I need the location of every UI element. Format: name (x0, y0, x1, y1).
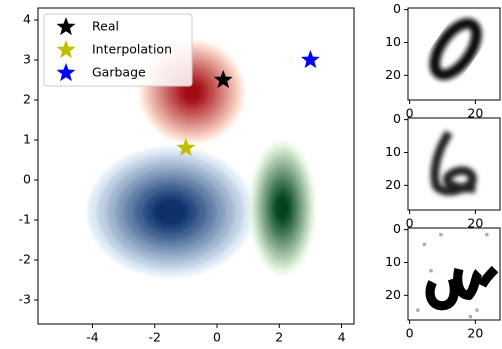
legend-label: Garbage (92, 65, 146, 80)
y-tick-label: -3 (19, 292, 31, 307)
image-background (408, 8, 500, 100)
y-tick-label: 2 (23, 92, 31, 107)
noise-pixel (475, 309, 478, 312)
x-tick-label: 2 (275, 330, 283, 345)
star-marker (301, 50, 320, 68)
figure: -4 -2 0 2 4 -3 -2 -1 0 1 2 3 4 Real Interpolation Garba… (0, 0, 502, 349)
noise-pixel (429, 269, 432, 272)
noise-pixel (485, 233, 488, 236)
x-tick-label: 4 (338, 330, 346, 345)
noise-pixel (423, 243, 426, 246)
y-tick-label: 20 (385, 177, 401, 192)
y-tick-label: 10 (385, 144, 401, 159)
y-tick-label: 0 (393, 221, 401, 236)
y-tick-label: 10 (385, 254, 401, 269)
noise-pixel (416, 309, 419, 312)
y-tick-label: -1 (19, 212, 31, 227)
y-tick-label: 3 (23, 52, 31, 67)
x-tick-label: -4 (86, 330, 99, 345)
x-tick-label: 0 (213, 330, 221, 345)
y-tick-label: 20 (385, 67, 401, 82)
density-contour (152, 198, 189, 227)
y-tick-label: 4 (23, 12, 31, 27)
image-content (408, 8, 500, 100)
image-background (408, 118, 500, 210)
y-tick-label: 1 (23, 132, 31, 147)
x-tick-label: 0 (406, 326, 414, 341)
image-content (408, 118, 500, 210)
y-tick-label: 10 (385, 34, 401, 49)
noise-pixel (439, 233, 442, 236)
density-contour (275, 193, 289, 222)
y-tick-label: 20 (385, 287, 401, 302)
y-tick-label: 0 (23, 172, 31, 187)
legend-label: Interpolation (92, 42, 172, 57)
noise-pixel (469, 315, 472, 318)
y-tick-label: -2 (19, 252, 31, 267)
legend-label: Real (92, 19, 119, 34)
y-tick-label: 0 (393, 1, 401, 16)
y-tick-label: 0 (393, 111, 401, 126)
x-tick-label: -2 (149, 330, 161, 345)
image-content (408, 228, 500, 320)
x-tick-label: 20 (467, 326, 483, 341)
